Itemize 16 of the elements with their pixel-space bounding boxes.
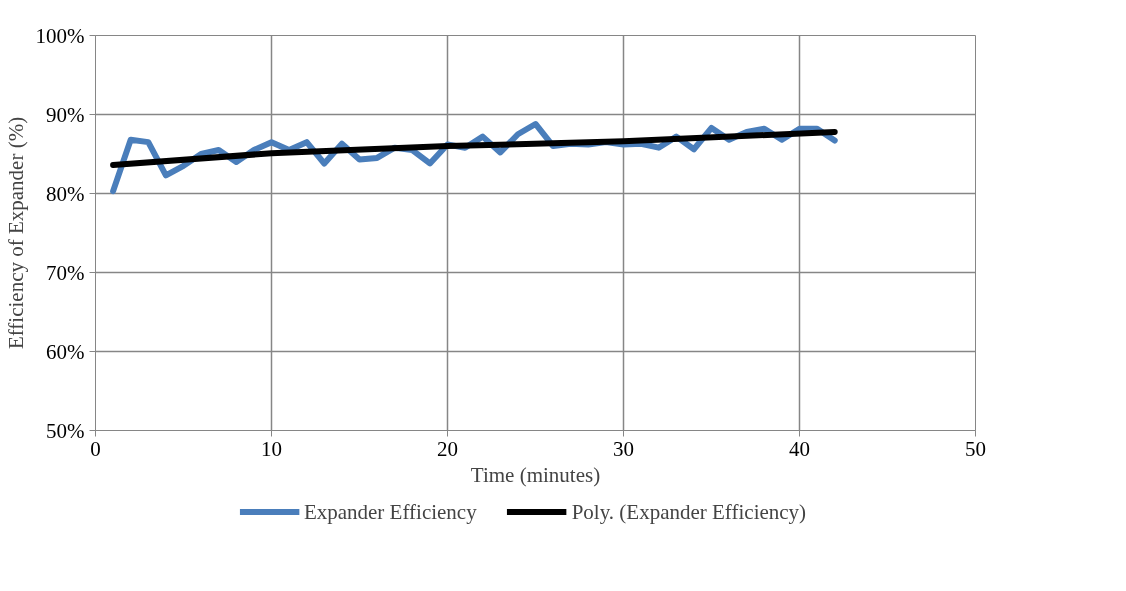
y-tick-label: 70% (46, 260, 85, 285)
y-tick-label: 90% (46, 102, 85, 127)
x-axis-title: Time (minutes) (470, 462, 601, 487)
y-tick-label: 60% (46, 339, 85, 364)
y-tick-label: 50% (46, 418, 85, 443)
y-axis-title: Efficiency of Expander (%) (3, 116, 28, 350)
x-tick-label: 30 (613, 436, 634, 461)
x-tick-label: 20 (437, 436, 458, 461)
y-tick-label: 80% (46, 181, 85, 206)
x-tick-label: 0 (90, 436, 101, 461)
y-tick-label: 100% (35, 23, 85, 48)
legend-label: Expander Efficiency (303, 499, 477, 524)
legend-label: Poly. (Expander Efficiency) (571, 499, 807, 524)
x-tick-label: 10 (261, 436, 282, 461)
x-tick-label: 50 (965, 436, 986, 461)
x-tick-label: 40 (789, 436, 810, 461)
